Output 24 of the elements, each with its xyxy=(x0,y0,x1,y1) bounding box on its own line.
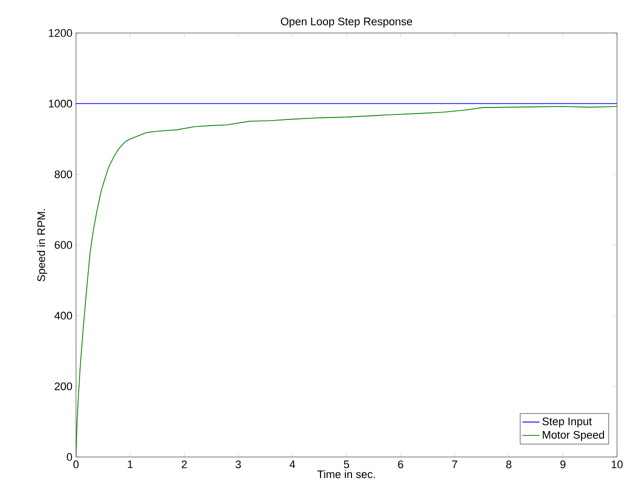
y-tick-label: 1000 xyxy=(48,100,72,108)
x-tick-label: 2 xyxy=(182,460,187,468)
x-tick-label: 1 xyxy=(128,460,133,468)
legend-label: Motor Speed xyxy=(542,430,604,441)
y-tick-label: 200 xyxy=(54,382,72,390)
x-tick-label: 4 xyxy=(290,460,296,468)
y-tick-label: 1200 xyxy=(48,29,72,37)
legend-label: Step Input xyxy=(542,418,592,428)
y-tick-label: 800 xyxy=(54,170,72,178)
x-tick-label: 7 xyxy=(452,460,458,468)
x-tick-label: 6 xyxy=(398,460,404,468)
x-tick-label: 10 xyxy=(612,460,623,468)
x-tick-label: 8 xyxy=(506,460,512,468)
y-tick-label: 0 xyxy=(66,453,72,461)
y-axis-title: Speed in RPM. xyxy=(37,209,48,282)
line-series xyxy=(76,106,618,457)
chart-title: Open Loop Step Response xyxy=(280,18,412,28)
x-tick-label: 3 xyxy=(236,460,241,468)
y-tick-label: 400 xyxy=(54,312,72,320)
x-tick-label: 0 xyxy=(73,460,79,468)
y-tick-label: 600 xyxy=(54,241,72,249)
x-tick-label: 5 xyxy=(344,460,350,468)
x-axis-title: Time in sec. xyxy=(317,470,375,478)
x-tick-label: 9 xyxy=(560,460,566,468)
